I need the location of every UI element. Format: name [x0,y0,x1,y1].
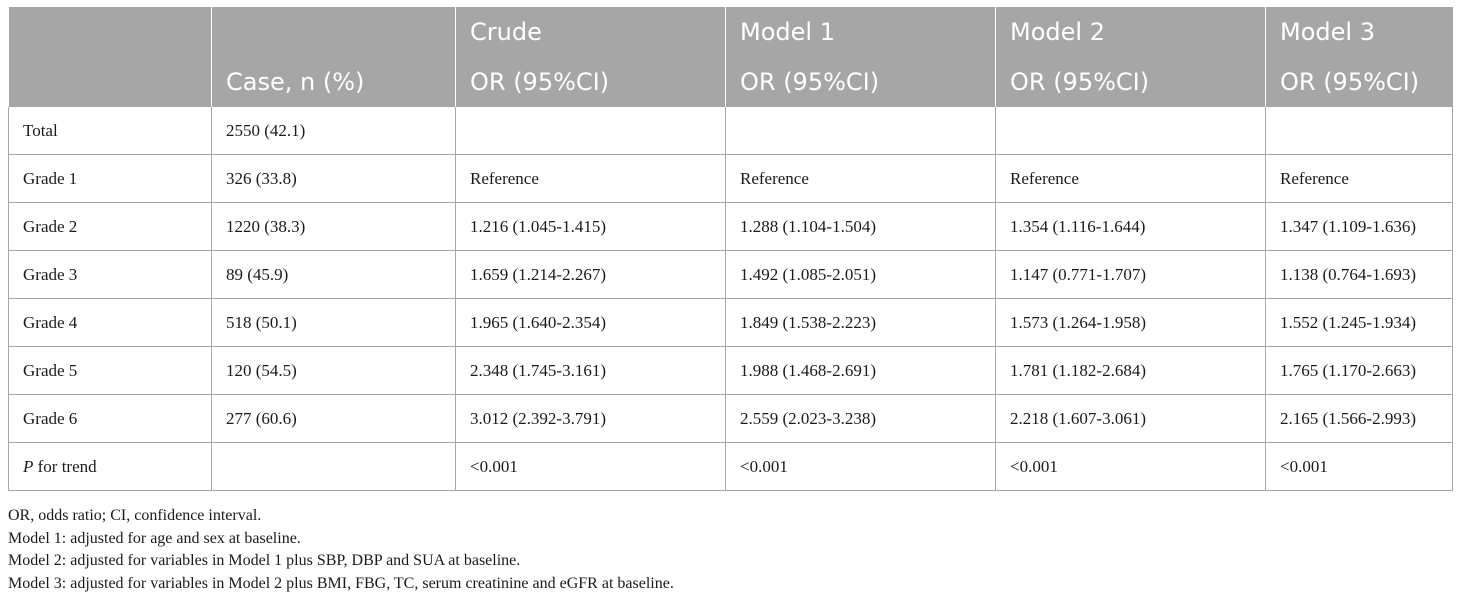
model-3-cell: Reference [1265,154,1453,203]
footnote: Model 3: adjusted for variables in Model… [8,574,674,592]
crude-cell: <0.001 [455,442,726,491]
row-label: Total [8,107,212,155]
table-row: Grade 5 120 (54.5) 2.348 (1.745-3.161) 1… [8,346,1453,395]
odds-ratio-table: Crude Model 1 Model 2 Model 3 Case, n (%… [8,7,1453,491]
case-cell: 1220 (38.3) [211,202,456,251]
footnote: Model 1: adjusted for age and sex at bas… [8,529,301,547]
model-2-cell: <0.001 [995,442,1266,491]
trend-label: P for trend [8,442,212,491]
header-model-3: Model 3 [1265,7,1453,57]
table-row: Grade 1 326 (33.8) Reference Reference R… [8,154,1453,203]
model-3-cell: 1.347 (1.109-1.636) [1265,202,1453,251]
row-label: Grade 3 [8,250,212,299]
trend-row: P for trend <0.001 <0.001 <0.001 <0.001 [8,442,1453,491]
case-cell: 277 (60.6) [211,394,456,443]
table-row: Grade 6 277 (60.6) 3.012 (2.392-3.791) 2… [8,394,1453,443]
model-2-cell: Reference [995,154,1266,203]
model-3-cell: 1.138 (0.764-1.693) [1265,250,1453,299]
header-or-crude: OR (95%CI) [455,57,726,107]
row-label: Grade 4 [8,298,212,347]
model-1-cell: 1.288 (1.104-1.504) [725,202,996,251]
trend-label-p: P [23,456,34,476]
model-2-cell: 1.781 (1.182-2.684) [995,346,1266,395]
case-cell: 518 (50.1) [211,298,456,347]
crude-cell: 1.659 (1.214-2.267) [455,250,726,299]
row-label: Grade 5 [8,346,212,395]
model-1-cell: 1.849 (1.538-2.223) [725,298,996,347]
results-table-container: Crude Model 1 Model 2 Model 3 Case, n (%… [8,7,1453,491]
model-3-cell: 1.765 (1.170-2.663) [1265,346,1453,395]
table-row: Grade 3 89 (45.9) 1.659 (1.214-2.267) 1.… [8,250,1453,299]
row-label: Grade 2 [8,202,212,251]
model-3-cell: <0.001 [1265,442,1453,491]
header-blank-3 [8,57,212,107]
table-footnotes: OR, odds ratio; CI, confidence interval.… [8,505,674,595]
header-or-model-2: OR (95%CI) [995,57,1266,107]
model-3-cell [1265,107,1453,155]
model-3-cell: 2.165 (1.566-2.993) [1265,394,1453,443]
model-1-cell: 1.492 (1.085-2.051) [725,250,996,299]
model-1-cell: 1.988 (1.468-2.691) [725,346,996,395]
crude-cell: 2.348 (1.745-3.161) [455,346,726,395]
trend-label-rest: for trend [33,456,97,476]
header-or-model-3: OR (95%CI) [1265,57,1453,107]
model-3-cell: 1.552 (1.245-1.934) [1265,298,1453,347]
case-cell: 326 (33.8) [211,154,456,203]
crude-cell: Reference [455,154,726,203]
table-row: Total 2550 (42.1) [8,107,1453,155]
model-1-cell: Reference [725,154,996,203]
model-1-cell [725,107,996,155]
model-1-cell: 2.559 (2.023-3.238) [725,394,996,443]
header-or-model-1: OR (95%CI) [725,57,996,107]
header-row-measures: Case, n (%) OR (95%CI) OR (95%CI) OR (95… [8,57,1453,107]
header-case: Case, n (%) [211,57,456,107]
model-2-cell [995,107,1266,155]
model-1-cell: <0.001 [725,442,996,491]
model-2-cell: 1.147 (0.771-1.707) [995,250,1266,299]
header-row-model-names: Crude Model 1 Model 2 Model 3 [8,7,1453,57]
case-cell: 2550 (42.1) [211,107,456,155]
footnote: Model 2: adjusted for variables in Model… [8,552,521,569]
header-model-1: Model 1 [725,7,996,57]
footnote: OR, odds ratio; CI, confidence interval. [8,507,262,524]
header-blank-1 [8,7,212,57]
crude-cell: 1.965 (1.640-2.354) [455,298,726,347]
table-row: Grade 4 518 (50.1) 1.965 (1.640-2.354) 1… [8,298,1453,347]
case-cell: 120 (54.5) [211,346,456,395]
model-2-cell: 1.573 (1.264-1.958) [995,298,1266,347]
case-cell [211,442,456,491]
row-label: Grade 1 [8,154,212,203]
case-cell: 89 (45.9) [211,250,456,299]
header-model-2: Model 2 [995,7,1266,57]
crude-cell: 3.012 (2.392-3.791) [455,394,726,443]
crude-cell [455,107,726,155]
header-blank-2 [211,7,456,57]
model-2-cell: 2.218 (1.607-3.061) [995,394,1266,443]
table-row: Grade 2 1220 (38.3) 1.216 (1.045-1.415) … [8,202,1453,251]
header-crude: Crude [455,7,726,57]
crude-cell: 1.216 (1.045-1.415) [455,202,726,251]
model-2-cell: 1.354 (1.116-1.644) [995,202,1266,251]
row-label: Grade 6 [8,394,212,443]
